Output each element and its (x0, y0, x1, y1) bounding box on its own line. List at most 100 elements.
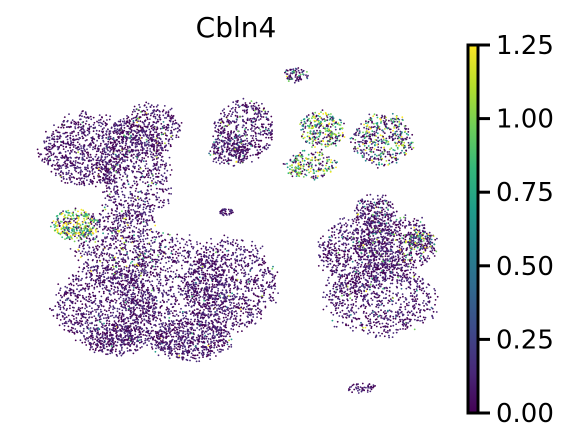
cell-point (65, 159, 68, 162)
cell-point (165, 162, 168, 165)
cell-point (131, 214, 134, 217)
cell-point (93, 248, 95, 251)
cell-point (159, 118, 162, 121)
cell-point (109, 135, 112, 138)
cell-point (231, 113, 234, 116)
cell-point (98, 134, 101, 137)
cell-point (168, 233, 171, 236)
cell-point (50, 152, 52, 155)
cell-point (196, 241, 198, 243)
cell-point (109, 170, 111, 173)
cell-point (115, 129, 117, 132)
cell-point (176, 127, 179, 129)
cell-point (151, 265, 153, 267)
cell-point (69, 288, 72, 291)
cell-point (84, 150, 87, 153)
cell-point (238, 152, 241, 154)
cell-point (223, 115, 226, 118)
cell-point (131, 170, 133, 172)
cell-point (131, 229, 134, 232)
cell-point (156, 150, 159, 153)
cell-point (234, 134, 237, 137)
cell-point (161, 163, 164, 166)
cell-point (113, 176, 116, 179)
cell-point (117, 193, 120, 196)
cell-point (112, 268, 115, 270)
cell-point (103, 281, 106, 284)
cell-point (137, 318, 140, 321)
cell-point (119, 252, 121, 254)
cell-point (153, 299, 156, 301)
cell-point (58, 305, 60, 308)
cell-point (145, 192, 148, 194)
cell-point (106, 277, 108, 280)
cell-point (139, 120, 142, 123)
cell-point (67, 157, 69, 160)
cell-point (118, 277, 121, 279)
cell-point (62, 141, 65, 144)
cell-point (235, 157, 238, 159)
cell-point (143, 148, 145, 150)
cell-point (81, 341, 84, 344)
cell-point (169, 238, 172, 241)
cell-point (136, 320, 139, 323)
cell-point (78, 275, 80, 278)
cell-point (259, 152, 261, 155)
cell-point (145, 266, 147, 268)
cell-point (172, 120, 175, 123)
cell-point (123, 227, 126, 230)
cell-point (134, 313, 137, 316)
cell-point (108, 176, 111, 179)
cell-point (258, 107, 261, 109)
cell-point (122, 230, 124, 233)
cell-point (128, 132, 131, 135)
cell-point (78, 148, 81, 151)
cell-point (109, 167, 112, 170)
cell-point (137, 322, 139, 325)
cell-point (109, 130, 112, 133)
cell-point (163, 199, 165, 202)
cell-point (51, 146, 54, 149)
cell-point (56, 317, 58, 320)
cell-point (116, 341, 119, 344)
cell-point (126, 149, 129, 152)
cell-point (174, 298, 177, 301)
cell-point (82, 287, 84, 289)
cell-point (139, 263, 142, 265)
cell-point (84, 303, 87, 306)
cell-point (169, 246, 172, 248)
cell-point (77, 133, 80, 136)
cell-point (102, 164, 105, 166)
cell-point (251, 160, 253, 163)
cell-point (76, 156, 78, 159)
cell-point (85, 117, 87, 119)
cell-point (119, 157, 122, 160)
cell-point (148, 276, 151, 279)
cell-point (141, 264, 143, 267)
cell-point (72, 141, 75, 144)
cell-point (170, 193, 173, 195)
cell-point (125, 140, 127, 143)
cell-point (158, 132, 160, 135)
cell-point (122, 261, 125, 264)
cell-point (221, 127, 223, 129)
cell-point (232, 143, 235, 146)
cell-point (113, 132, 115, 135)
cell-point (146, 218, 148, 221)
cell-point (110, 324, 113, 326)
cell-point (146, 147, 149, 149)
cell-point (224, 159, 227, 161)
cell-point (194, 256, 197, 259)
cell-point (96, 150, 98, 153)
cell-point (208, 283, 211, 286)
cell-point (100, 243, 103, 246)
cell-point (100, 311, 102, 313)
cell-point (123, 196, 126, 199)
cell-point (185, 241, 188, 243)
cell-point (222, 159, 225, 162)
cell-point (130, 160, 133, 163)
cell-point (227, 158, 230, 161)
cell-point (124, 159, 126, 162)
cell-point (73, 120, 76, 123)
cell-point (150, 136, 153, 139)
